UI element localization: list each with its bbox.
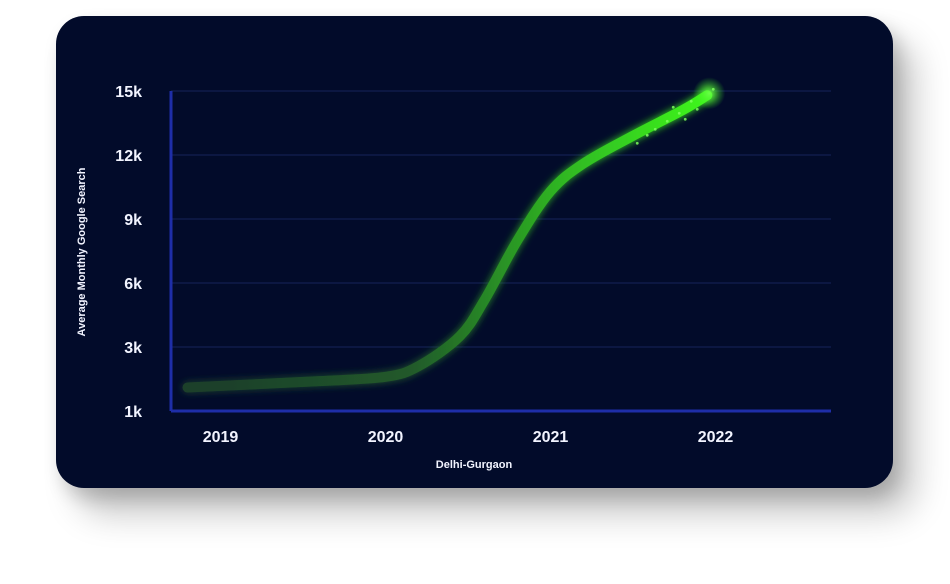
y-tick-label: 1k <box>124 404 142 421</box>
y-tick-label: 6k <box>124 276 142 293</box>
sparkle-dot <box>695 107 699 111</box>
sparkle-dot <box>653 127 657 131</box>
sparkle-dot <box>677 111 681 115</box>
x-tick-label: 2022 <box>698 429 734 446</box>
sparkle-dot <box>689 99 693 103</box>
x-tick-label: 2021 <box>533 429 569 446</box>
y-tick-label: 3k <box>124 340 142 357</box>
sparkle-dot <box>711 87 715 91</box>
line-end-glow <box>693 77 726 110</box>
x-tick-label: 2020 <box>368 429 404 446</box>
chart-card <box>56 16 893 488</box>
y-tick-label: 12k <box>115 148 142 165</box>
y-tick-label: 15k <box>115 84 142 101</box>
x-tick-label: 2019 <box>203 429 239 446</box>
y-axis-label: Average Monthly Google Search <box>76 167 88 336</box>
series-line <box>182 90 713 393</box>
sparkle-dot <box>683 117 687 121</box>
sparkle-dot <box>645 133 649 137</box>
sparkle-dot <box>665 119 669 123</box>
y-tick-label: 9k <box>124 212 142 229</box>
sparkle-dot <box>671 105 675 109</box>
sparkle-dot <box>635 141 639 145</box>
x-axis-label: Delhi-Gurgaon <box>436 459 513 471</box>
